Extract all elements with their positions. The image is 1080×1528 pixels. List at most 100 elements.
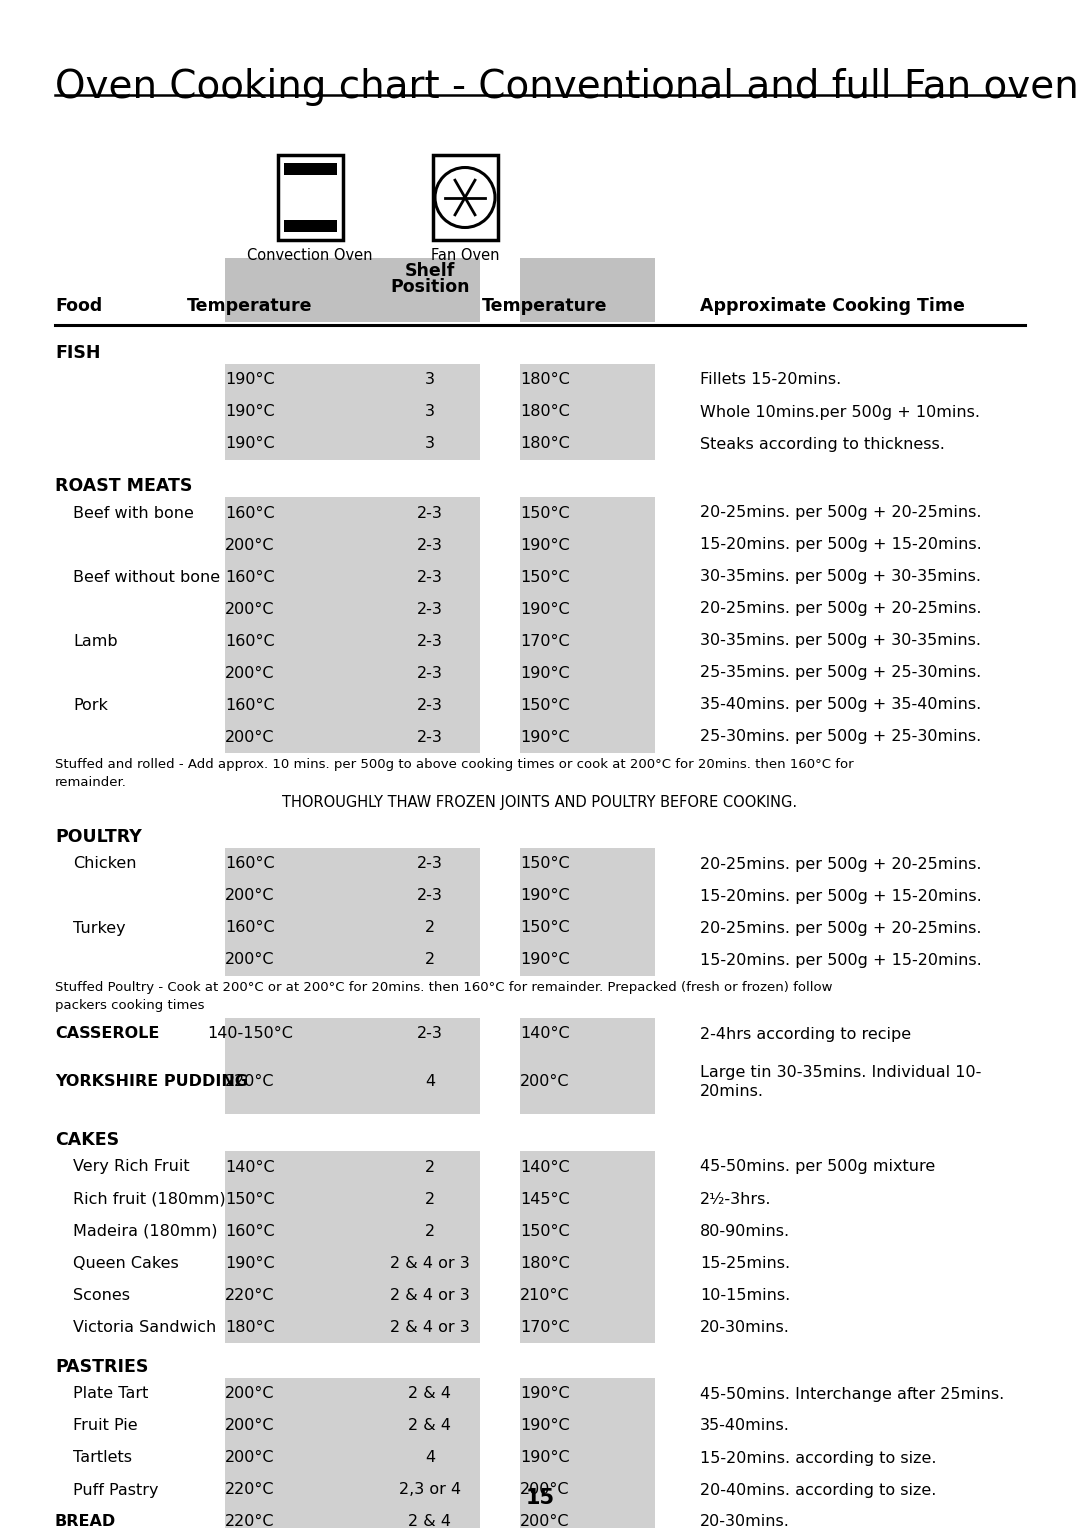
- Text: 15-20mins. according to size.: 15-20mins. according to size.: [700, 1450, 936, 1465]
- Bar: [225, 1475, 480, 1507]
- Text: 180°C: 180°C: [225, 1320, 275, 1334]
- Bar: [519, 944, 654, 976]
- Bar: [519, 880, 654, 912]
- Text: 150°C: 150°C: [521, 506, 570, 521]
- Text: 200°C: 200°C: [226, 602, 274, 616]
- Text: 220°C: 220°C: [226, 1482, 274, 1497]
- Text: Pork: Pork: [73, 697, 108, 712]
- Bar: [519, 1410, 654, 1442]
- Text: 15-20mins. per 500g + 15-20mins.: 15-20mins. per 500g + 15-20mins.: [700, 952, 982, 967]
- Text: 160°C: 160°C: [226, 857, 274, 871]
- Text: 15: 15: [526, 1488, 554, 1508]
- Bar: [519, 396, 654, 428]
- Bar: [225, 1410, 480, 1442]
- Text: 190°C: 190°C: [521, 666, 570, 680]
- Text: 190°C: 190°C: [521, 538, 570, 553]
- Bar: [225, 1507, 480, 1528]
- Bar: [225, 848, 480, 880]
- Text: 2: 2: [424, 1192, 435, 1207]
- Text: 2-3: 2-3: [417, 857, 443, 871]
- Text: 150°C: 150°C: [521, 857, 570, 871]
- Text: 2¹⁄₂-3hrs.: 2¹⁄₂-3hrs.: [700, 1192, 771, 1207]
- Text: 45-50mins. Interchange after 25mins.: 45-50mins. Interchange after 25mins.: [700, 1386, 1004, 1401]
- Text: 200°C: 200°C: [226, 952, 274, 967]
- Bar: [225, 625, 480, 657]
- Text: 20-40mins. according to size.: 20-40mins. according to size.: [700, 1482, 936, 1497]
- Text: Stuffed Poultry - Cook at 200°C or at 200°C for 20mins. then 160°C for remainder: Stuffed Poultry - Cook at 200°C or at 20…: [55, 981, 833, 1012]
- Text: 200°C: 200°C: [226, 1386, 274, 1401]
- Text: Lamb: Lamb: [73, 634, 118, 648]
- Text: Queen Cakes: Queen Cakes: [73, 1256, 179, 1270]
- Text: 200°C: 200°C: [226, 538, 274, 553]
- Text: Chicken: Chicken: [73, 857, 136, 871]
- Text: 170°C: 170°C: [521, 1320, 570, 1334]
- Text: Puff Pastry: Puff Pastry: [73, 1482, 159, 1497]
- Bar: [519, 364, 654, 396]
- Text: 150°C: 150°C: [521, 920, 570, 935]
- Text: Victoria Sandwich: Victoria Sandwich: [73, 1320, 216, 1334]
- Text: 200°C: 200°C: [226, 1418, 274, 1433]
- Text: 150°C: 150°C: [521, 697, 570, 712]
- Text: 210°C: 210°C: [521, 1288, 570, 1302]
- Text: Convection Oven: Convection Oven: [247, 248, 373, 263]
- Text: Position: Position: [390, 278, 470, 296]
- Bar: [519, 1475, 654, 1507]
- Text: Temperature: Temperature: [187, 296, 313, 315]
- Text: Plate Tart: Plate Tart: [73, 1386, 148, 1401]
- Text: FISH: FISH: [55, 344, 100, 362]
- Text: 35-40mins.: 35-40mins.: [700, 1418, 789, 1433]
- Text: 2-3: 2-3: [417, 506, 443, 521]
- Bar: [519, 721, 654, 753]
- Text: 140°C: 140°C: [521, 1160, 570, 1175]
- Text: Shelf: Shelf: [405, 261, 455, 280]
- Bar: [519, 593, 654, 625]
- Text: 190°C: 190°C: [521, 729, 570, 744]
- Text: 3: 3: [426, 373, 435, 388]
- Text: 3: 3: [426, 405, 435, 420]
- Text: 2,3 or 4: 2,3 or 4: [399, 1482, 461, 1497]
- Text: 20-25mins. per 500g + 20-25mins.: 20-25mins. per 500g + 20-25mins.: [700, 857, 982, 871]
- Text: 150°C: 150°C: [226, 1192, 274, 1207]
- Bar: [519, 848, 654, 880]
- Text: 160°C: 160°C: [226, 570, 274, 585]
- Bar: [225, 428, 480, 460]
- Text: 2 & 4: 2 & 4: [408, 1418, 451, 1433]
- Bar: [225, 1050, 480, 1114]
- Bar: [225, 912, 480, 944]
- Text: 25-35mins. per 500g + 25-30mins.: 25-35mins. per 500g + 25-30mins.: [700, 666, 982, 680]
- Bar: [225, 1311, 480, 1343]
- Bar: [225, 1279, 480, 1311]
- Bar: [519, 1183, 654, 1215]
- Text: 2 & 4 or 3: 2 & 4 or 3: [390, 1256, 470, 1270]
- Bar: [519, 1151, 654, 1183]
- Text: 10-15mins.: 10-15mins.: [700, 1288, 791, 1302]
- Bar: [519, 258, 654, 322]
- Text: 140°C: 140°C: [521, 1027, 570, 1042]
- Text: 220°C: 220°C: [226, 1074, 274, 1089]
- Text: 190°C: 190°C: [521, 1418, 570, 1433]
- Text: 20-30mins.: 20-30mins.: [700, 1320, 789, 1334]
- Text: 190°C: 190°C: [521, 888, 570, 903]
- Bar: [519, 1378, 654, 1410]
- Bar: [225, 1247, 480, 1279]
- Text: 190°C: 190°C: [521, 602, 570, 616]
- Text: 200°C: 200°C: [521, 1074, 570, 1089]
- Text: 190°C: 190°C: [521, 1450, 570, 1465]
- Bar: [225, 721, 480, 753]
- Text: 200°C: 200°C: [226, 666, 274, 680]
- Text: PASTRIES: PASTRIES: [55, 1358, 148, 1377]
- Bar: [519, 912, 654, 944]
- Bar: [519, 1279, 654, 1311]
- Text: 2-3: 2-3: [417, 538, 443, 553]
- Text: 145°C: 145°C: [521, 1192, 570, 1207]
- Bar: [225, 1018, 480, 1050]
- Bar: [519, 428, 654, 460]
- Text: ROAST MEATS: ROAST MEATS: [55, 477, 192, 495]
- Text: Fan Oven: Fan Oven: [431, 248, 499, 263]
- Bar: [225, 1215, 480, 1247]
- Text: BREAD: BREAD: [55, 1514, 117, 1528]
- Text: 160°C: 160°C: [226, 920, 274, 935]
- Text: 200°C: 200°C: [226, 729, 274, 744]
- Bar: [519, 1018, 654, 1050]
- Text: 140°C: 140°C: [226, 1160, 274, 1175]
